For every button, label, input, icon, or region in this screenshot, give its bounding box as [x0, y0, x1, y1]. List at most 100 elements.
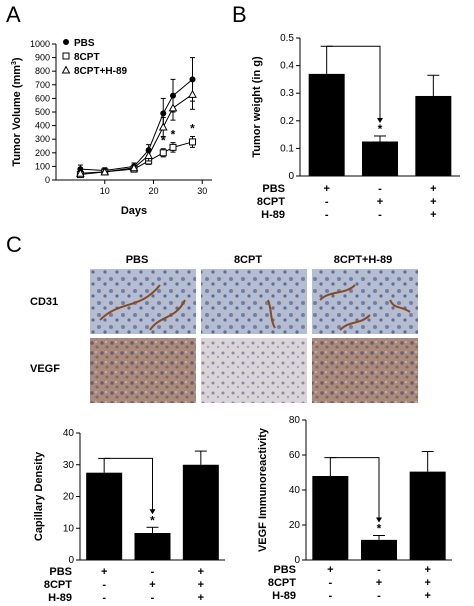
- x-tick-label: 10: [100, 186, 110, 196]
- treatment-row-label: PBS: [49, 566, 72, 578]
- treatment-cell: -: [328, 577, 332, 589]
- treatment-cell: -: [102, 579, 106, 591]
- y-axis-label-sup: 3: [11, 61, 18, 65]
- bar-2: [182, 464, 219, 560]
- y-axis-label: Tumor weight (in g): [251, 56, 263, 158]
- data-point: [168, 103, 178, 112]
- significance-star: *: [161, 134, 166, 148]
- treatment-cell: -: [151, 592, 155, 604]
- micrograph-col-8cpt: 8CPT: [234, 254, 262, 266]
- treatment-row-label: 8CPT: [44, 579, 72, 591]
- micrograph-col-pbs: PBS: [126, 254, 149, 266]
- bar-0: [308, 73, 345, 176]
- y-tick-label: 300: [35, 134, 50, 144]
- treatment-cell: +: [323, 183, 329, 195]
- data-point: [76, 168, 85, 177]
- treatment-cell: +: [430, 196, 436, 208]
- treatment-cell: -: [325, 196, 329, 208]
- bar-1: [134, 533, 171, 560]
- treatment-cell: -: [377, 564, 381, 576]
- bar-1: [361, 539, 397, 560]
- comparison-bracket: [330, 457, 380, 522]
- treatment-row-label: H-89: [48, 592, 72, 604]
- micrograph-col-8cpt-h89: 8CPT+H-89: [334, 254, 392, 266]
- y-tick-label: 30: [63, 460, 75, 471]
- micrograph-cd31-8cpt: [201, 269, 307, 334]
- y-tick-label: 800: [35, 66, 50, 76]
- legend-marker: [63, 39, 69, 45]
- y-tick-label: 600: [35, 93, 50, 103]
- y-tick-label: 20: [289, 520, 301, 531]
- comparison-bracket: [326, 45, 381, 122]
- panel-letter-b: B: [232, 2, 247, 27]
- treatment-cell: -: [377, 590, 381, 602]
- treatment-cell: -: [151, 566, 155, 578]
- micrograph-row-cd31: CD31: [30, 296, 58, 308]
- y-tick-label: 200: [35, 148, 50, 158]
- data-point: [160, 110, 167, 117]
- legend-marker: [61, 65, 71, 74]
- y-tick-label: 0: [68, 555, 74, 566]
- significance-star: *: [171, 128, 176, 142]
- y-tick-label: 0.3: [280, 88, 294, 99]
- treatment-table-c2: PBS + - +8CPT - + +H-89- - +: [268, 564, 431, 602]
- bracket-arrowhead: [149, 509, 156, 515]
- legend-label: 8CPT: [74, 52, 100, 63]
- treatment-cell: +: [430, 209, 436, 221]
- y-tick-label: 40: [63, 428, 75, 439]
- legend-label: PBS: [74, 38, 95, 49]
- vessel-stain-cd31-8cpt-h89: [319, 284, 411, 331]
- y-tick-label: 1000: [30, 39, 50, 49]
- tumor-weight-chart: 0 0.1 0.2 0.3 0.4 0.5 Tumor weight (in g) *: [251, 33, 460, 182]
- data-point: [129, 163, 139, 172]
- series-line-2: [80, 93, 193, 174]
- data-point: [189, 138, 196, 146]
- y-tick-label: 400: [35, 121, 50, 131]
- treatment-cell: +: [430, 183, 436, 195]
- y-tick-label: 0: [288, 171, 294, 182]
- micrograph-vegf-pbs: [90, 338, 196, 403]
- data-point: [169, 143, 177, 151]
- vessel-stain-cd31-8cpt: [267, 299, 276, 329]
- y-tick-label: 10: [63, 523, 75, 534]
- x-tick-label: 20: [148, 186, 158, 196]
- treatment-table-c1: PBS + - +8CPT - + +H-89- - +: [44, 566, 204, 604]
- y-tick-label: 40: [289, 485, 301, 496]
- y-axis-label: Tumor Volume (mm3): [11, 57, 23, 167]
- series-line-0: [80, 78, 193, 171]
- y-tick-label: 20: [63, 492, 75, 503]
- treatment-cell: +: [376, 577, 382, 589]
- y-tick-label: 0: [45, 175, 50, 185]
- panel-letter-a: A: [6, 2, 21, 27]
- significance-star: *: [378, 122, 383, 136]
- treatment-table-b: PBS + - +8CPT - + +H-89- - +: [257, 183, 437, 221]
- y-axis-label-main: Tumor Volume (mm: [11, 65, 23, 167]
- y-tick-label: 0: [294, 555, 300, 566]
- significance-star: *: [150, 513, 155, 527]
- y-tick-label: 700: [35, 80, 50, 90]
- treatment-cell: +: [424, 577, 430, 589]
- treatment-cell: +: [198, 592, 204, 604]
- bracket-arrowhead: [377, 117, 383, 123]
- micrograph-vegf-8cpt: [201, 338, 307, 403]
- treatment-cell: -: [378, 209, 382, 221]
- significance-star: *: [377, 522, 382, 536]
- treatment-cell: -: [328, 590, 332, 602]
- treatment-row-label: 8CPT: [268, 577, 296, 589]
- micrograph-row-vegf: VEGF: [30, 363, 60, 375]
- bar-1: [362, 141, 398, 176]
- vessel-stain-cd31-pbs: [99, 284, 186, 331]
- bracket-arrowhead: [376, 517, 382, 523]
- bar-2: [409, 471, 446, 560]
- capillary-density-chart: 0 10 20 30 40 Capillary Density *: [33, 428, 225, 566]
- data-point: [158, 122, 168, 131]
- treatment-cell: +: [327, 564, 333, 576]
- treatment-cell: -: [378, 183, 382, 195]
- x-tick-label: 30: [197, 186, 207, 196]
- treatment-cell: +: [198, 566, 204, 578]
- treatment-cell: +: [424, 590, 430, 602]
- panel-letter-c: C: [6, 232, 22, 257]
- data-point: [159, 149, 167, 157]
- bar-2: [415, 95, 452, 176]
